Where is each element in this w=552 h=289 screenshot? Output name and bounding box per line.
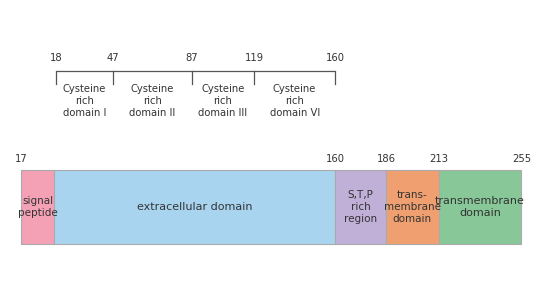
Text: transmembrane
domain: transmembrane domain [435,196,525,218]
Text: Cysteine
rich
domain I: Cysteine rich domain I [63,84,107,118]
Bar [439,170,521,244]
Text: 47: 47 [107,53,119,63]
Text: Cysteine
rich
domain III: Cysteine rich domain III [199,84,247,118]
Text: signal
peptide: signal peptide [18,196,57,218]
Bar [54,170,335,244]
Text: 119: 119 [245,53,264,63]
Text: 18: 18 [50,53,62,63]
Text: 213: 213 [429,154,448,164]
Text: 186: 186 [376,154,395,164]
Text: 87: 87 [185,53,198,63]
Text: S,T,P
rich
region: S,T,P rich region [344,190,377,224]
Text: 160: 160 [325,53,344,63]
Text: 255: 255 [512,154,531,164]
Bar [335,170,386,244]
Text: extracellular domain: extracellular domain [137,202,252,212]
Text: 17: 17 [14,154,27,164]
Text: Cysteine
rich
domain VI: Cysteine rich domain VI [269,84,320,118]
Bar [21,170,54,244]
Text: 160: 160 [325,154,344,164]
Bar [386,170,439,244]
Text: Cysteine
rich
domain II: Cysteine rich domain II [129,84,176,118]
Text: trans-
membrane
domain: trans- membrane domain [384,190,441,224]
